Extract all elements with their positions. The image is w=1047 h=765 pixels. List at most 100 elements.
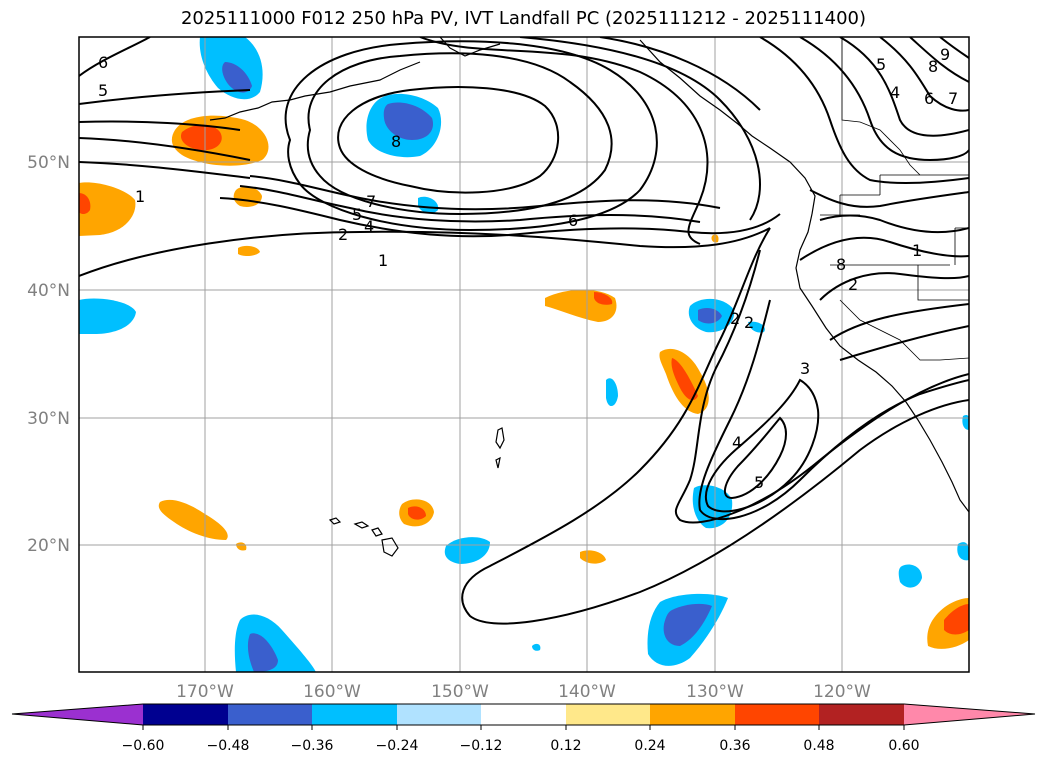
us-west-coast: [795, 213, 969, 513]
pv-negative-region: [234, 414, 969, 672]
lat-label: 40°N: [27, 281, 70, 301]
colorbar-tick-label: −0.12: [460, 738, 503, 754]
contour-line: [829, 303, 969, 341]
colorbar-tick-label: 0.24: [634, 738, 665, 754]
contour-line: [819, 214, 969, 234]
contour-labels: 6 5 1 8 7 5 4 2 1 6 5 4 8 6 7 9 8 1 2 2 …: [98, 45, 958, 492]
contour-line: [219, 197, 781, 238]
contour-label: 2: [730, 309, 740, 328]
contour-line: [337, 86, 560, 194]
lon-label: 120°W: [813, 682, 871, 702]
contour-line: [461, 227, 969, 625]
contour-label: 8: [391, 132, 401, 151]
contour-line: [799, 37, 969, 162]
alaska-panhandle-coast: [639, 39, 816, 215]
contour-line: [839, 325, 969, 361]
colorbar-tick-label: 0.36: [719, 738, 750, 754]
coastlines: [209, 37, 969, 557]
contour-label: 5: [754, 473, 764, 492]
lon-label: 140°W: [558, 682, 616, 702]
contour-label: 5: [98, 81, 108, 100]
pv-positive-region: [171, 115, 269, 166]
pv-positive-region: [158, 499, 606, 564]
pv-positive-region: [659, 348, 709, 414]
contour-label: 8: [928, 57, 938, 76]
pv-positive-region: [545, 289, 617, 322]
contour-line: [284, 40, 658, 232]
colorbar-segment: [735, 704, 819, 725]
contour-line: [79, 89, 251, 131]
contour-line: [519, 37, 761, 221]
contour-line: [723, 416, 787, 500]
colorbar-segment: [650, 704, 735, 725]
colorbar-extend-high: [904, 704, 1035, 725]
contour-line: [79, 161, 251, 179]
contour-line: [799, 236, 969, 261]
pv-negative-region: [199, 37, 263, 100]
contour-label: 2: [744, 313, 754, 332]
contour-label: 9: [940, 45, 950, 64]
colorbar-segment: [397, 704, 481, 725]
contour-line: [674, 249, 969, 524]
contour-line: [599, 37, 761, 111]
pv-negative-region: [79, 298, 136, 334]
lat-label: 20°N: [27, 536, 70, 556]
colorbar-segment: [312, 704, 397, 725]
longitude-labels: 170°W 160°W 150°W 140°W 130°W 120°W: [176, 682, 871, 702]
contour-label: 4: [732, 433, 742, 452]
lon-label: 130°W: [686, 682, 744, 702]
contour-line: [705, 378, 820, 513]
pv-negative-region: [688, 298, 765, 333]
contour-line: [249, 175, 721, 211]
contour-label: 2: [338, 225, 348, 244]
contour-line: [698, 299, 969, 521]
lat-label: 30°N: [27, 409, 70, 429]
contour-line: [879, 37, 969, 112]
contour-label: 7: [366, 192, 376, 211]
colorbar-segment: [228, 704, 312, 725]
map-frame: [78, 36, 970, 673]
contour-label: 4: [890, 83, 900, 102]
contour-line: [839, 37, 969, 137]
mexico-border: [839, 299, 969, 361]
contour-line: [419, 37, 709, 245]
contour-label: 5: [352, 205, 362, 224]
contour-line: [819, 272, 969, 301]
contour-label: 5: [876, 55, 886, 74]
chart-title: 2025111000 F012 250 hPa PV, IVT Landfall…: [180, 8, 867, 29]
contour-label: 8: [836, 255, 846, 274]
lat-label: 50°N: [27, 153, 70, 173]
colorbar-tick-label: −0.36: [291, 738, 334, 754]
pv-shading: [79, 37, 969, 672]
colorbar-segment: [143, 704, 228, 725]
hawaiian-islands: [328, 517, 399, 557]
contour-line: [79, 37, 151, 77]
contour-label: 1: [912, 241, 922, 260]
colorbar: −0.60 −0.48 −0.36 −0.24 −0.12 0.12 0.24 …: [11, 703, 1036, 754]
lon-label: 170°W: [176, 682, 234, 702]
latitude-labels: 50°N 40°N 30°N 20°N: [27, 153, 70, 556]
contour-line: [239, 185, 701, 223]
colorbar-tick-label: 0.60: [888, 738, 919, 754]
contour-line: [939, 37, 969, 59]
gridlines: [79, 37, 969, 672]
contour-label: 4: [364, 217, 374, 236]
contour-line: [909, 37, 969, 83]
contour-label: 3: [800, 359, 810, 378]
contour-label: 1: [378, 251, 388, 270]
aleutian-coast: [209, 61, 421, 121]
pv-negative-region: [366, 93, 442, 214]
colorbar-tick-label: 0.48: [803, 738, 834, 754]
contour-line: [79, 227, 771, 277]
colorbar-tick-label: −0.48: [207, 738, 250, 754]
contour-label: 2: [848, 275, 858, 294]
contour-line: [79, 137, 251, 161]
lon-label: 160°W: [303, 682, 361, 702]
contour-line: [759, 37, 969, 185]
contour-line: [809, 189, 969, 208]
pv-positive-region: [79, 182, 136, 236]
colorbar-tick-label: −0.60: [122, 738, 165, 754]
island: [495, 427, 505, 450]
contour-label: 1: [135, 187, 145, 206]
